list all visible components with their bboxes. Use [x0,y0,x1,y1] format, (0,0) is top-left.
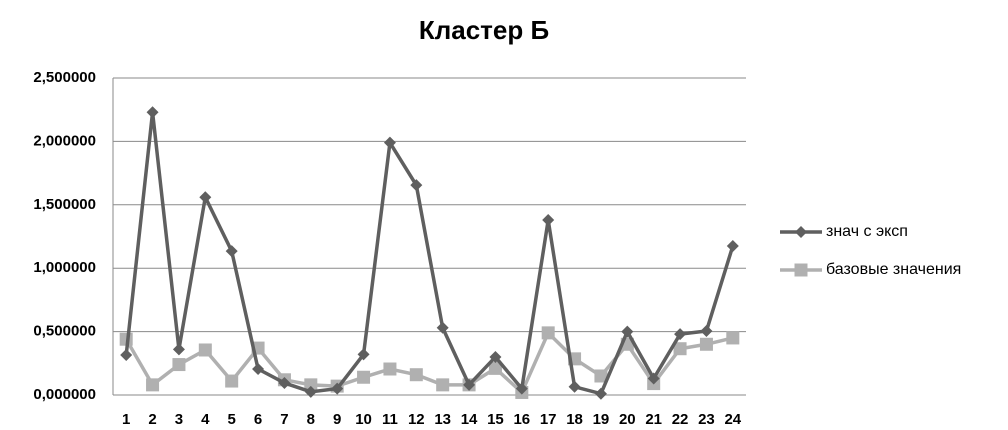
x-tick-label: 14 [461,411,478,428]
y-tick-label: 0,500000 [33,323,96,340]
marker-diamond [463,378,476,391]
marker-diamond [410,179,423,192]
marker-diamond [304,385,317,398]
marker-diamond [357,348,370,361]
marker-diamond [594,387,607,400]
marker-square [146,378,160,392]
marker-diamond [120,349,133,362]
legend-label: знач с эксп [826,223,908,240]
marker-square [541,326,555,340]
x-tick-label: 6 [254,411,262,428]
marker-diamond [146,106,159,119]
y-tick-label: 2,500000 [33,69,96,86]
x-tick-label: 24 [724,411,741,428]
x-tick-label: 11 [382,411,398,428]
marker-square [409,368,423,382]
x-tick-label: 5 [228,411,236,428]
marker-square [383,362,397,376]
y-tick-label: 1,500000 [33,196,96,213]
x-tick-label: 23 [698,411,715,428]
marker-square [436,378,450,392]
marker-diamond [252,363,265,376]
marker-diamond [568,380,581,393]
x-tick-label: 9 [333,411,341,428]
marker-diamond [700,324,713,337]
marker-diamond [674,328,687,341]
marker-square [225,374,239,388]
x-tick-label: 13 [434,411,451,428]
marker-square [357,370,371,384]
x-tick-label: 22 [672,411,689,428]
x-tick-label: 20 [619,411,636,428]
marker-square [594,369,608,383]
x-tick-label: 3 [175,411,183,428]
marker-diamond [199,191,212,204]
x-tick-label: 12 [408,411,425,428]
x-tick-label: 1 [122,411,130,428]
x-tick-label: 18 [566,411,583,428]
marker-square [673,342,687,356]
marker-square [198,343,212,357]
marker-square [726,331,740,345]
marker-diamond [172,343,185,356]
marker-diamond [225,245,238,258]
legend-label: базовые значения [826,261,961,278]
marker-diamond [489,350,502,363]
marker-diamond [647,372,660,385]
marker-diamond [278,376,291,389]
marker-square [172,358,186,372]
x-tick-label: 10 [355,411,372,428]
y-tick-label: 2,000000 [33,132,96,149]
marker-diamond [542,214,555,227]
x-tick-label: 4 [201,411,210,428]
x-tick-label: 7 [280,411,288,428]
x-tick-label: 8 [307,411,315,428]
y-tick-label: 1,000000 [33,259,96,276]
x-tick-label: 21 [645,411,662,428]
y-tick-label: 0,000000 [33,386,96,403]
x-tick-label: 2 [148,411,156,428]
x-tick-label: 19 [593,411,610,428]
marker-diamond [331,382,344,395]
marker-diamond [383,136,396,149]
chart-title: Кластер Б [419,15,549,45]
x-tick-label: 16 [513,411,530,428]
x-tick-label: 15 [487,411,504,428]
marker-diamond [726,240,739,253]
marker-diamond [795,226,807,238]
marker-square [699,337,713,351]
marker-square [488,361,502,375]
marker-square [794,263,808,277]
series-line [124,112,735,396]
marker-diamond [515,382,528,395]
series-line [124,329,734,396]
marker-diamond [621,325,634,338]
x-tick-label: 17 [540,411,557,428]
marker-square [304,378,318,392]
marker-diamond [436,321,449,334]
